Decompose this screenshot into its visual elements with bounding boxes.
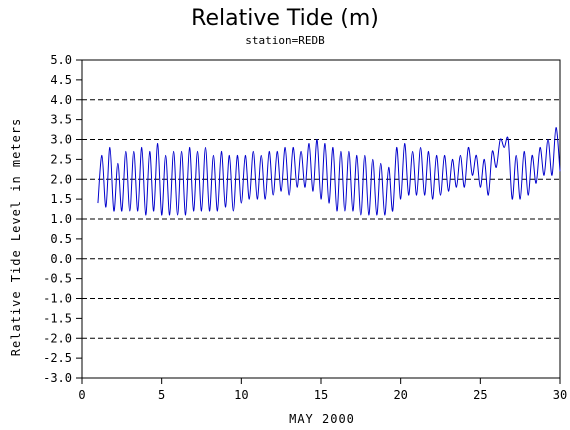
tide-series-line xyxy=(97,127,561,216)
gridlines xyxy=(82,59,560,379)
y-tick-label: 4.5 xyxy=(50,73,72,87)
y-tick-label: -2.0 xyxy=(43,331,72,345)
y-tick-label: 3.0 xyxy=(50,133,72,147)
x-tick-label: 5 xyxy=(158,388,165,402)
y-tick-label: 5.0 xyxy=(50,53,72,67)
x-axis: 0 5 10 15 20 25 30 xyxy=(78,378,567,402)
chart-title: Relative Tide (m) xyxy=(191,6,379,31)
series-layer xyxy=(97,127,561,216)
x-tick-label: 15 xyxy=(314,388,328,402)
y-tick-label: -0.5 xyxy=(43,272,72,286)
y-tick-label: 0.5 xyxy=(50,232,72,246)
plot-frame xyxy=(81,59,561,379)
y-tick-label: 3.5 xyxy=(50,113,72,127)
chart-subtitle: station=REDB xyxy=(245,34,325,47)
y-tick-label: 2.5 xyxy=(50,152,72,166)
x-tick-label: 10 xyxy=(234,388,248,402)
y-tick-label: 0.0 xyxy=(50,252,72,266)
y-tick-label: -1.5 xyxy=(43,311,72,325)
x-tick-label: 0 xyxy=(78,388,85,402)
y-tick-label: 1.0 xyxy=(50,212,72,226)
x-axis-label: MAY 2000 xyxy=(289,412,355,426)
y-tick-label: 4.0 xyxy=(50,93,72,107)
y-axis: 5.0 4.5 4.0 3.5 3.0 2.5 2.0 1.5 1.0 0.5 0.0 -0.5 -1.… xyxy=(43,53,82,385)
x-tick-label: 30 xyxy=(553,388,567,402)
x-tick-label: 25 xyxy=(473,388,487,402)
y-tick-label: -1.0 xyxy=(43,292,72,306)
y-axis-label: Relative Tide Level in meters xyxy=(9,118,23,357)
y-tick-label: 2.0 xyxy=(50,172,72,186)
y-tick-label: -3.0 xyxy=(43,371,72,385)
x-tick-label: 20 xyxy=(393,388,407,402)
y-tick-label: -2.5 xyxy=(43,351,72,365)
y-tick-label: 1.5 xyxy=(50,192,72,206)
